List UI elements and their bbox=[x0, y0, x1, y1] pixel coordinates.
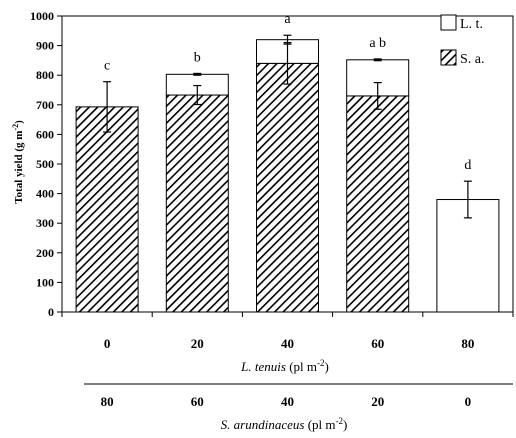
significance-letter: c bbox=[104, 59, 110, 74]
x-tick-label: 40 bbox=[281, 336, 294, 351]
legend-label-lt: L. t. bbox=[460, 17, 483, 32]
y-tick-label: 700 bbox=[36, 98, 54, 112]
significance-letter: b bbox=[194, 50, 201, 65]
x2-tick-label: 60 bbox=[191, 394, 204, 409]
bar-sa-0 bbox=[75, 106, 139, 313]
x-tick-label: 60 bbox=[371, 336, 384, 351]
x2-tick-label: 40 bbox=[281, 394, 294, 409]
x-tick-label: 80 bbox=[461, 336, 474, 351]
x-tick-label: 0 bbox=[104, 336, 111, 351]
bar-sa-60 bbox=[346, 95, 410, 313]
y-axis-title: Total yield (g m-2) bbox=[11, 120, 25, 204]
x-axis-title: L. tenuis (pl m-2) bbox=[240, 358, 329, 374]
significance-letter: d bbox=[464, 158, 471, 173]
legend-swatch-sa bbox=[440, 49, 457, 66]
y-tick-label: 100 bbox=[36, 275, 54, 289]
y-tick-label: 500 bbox=[36, 157, 54, 171]
secondary-axis-title: S. arundinaceus (pl m-2) bbox=[221, 416, 348, 432]
y-tick-label: 0 bbox=[48, 305, 54, 319]
y-tick-label: 300 bbox=[36, 216, 54, 230]
bar-sa-40 bbox=[256, 62, 319, 313]
x-tick-label: 20 bbox=[191, 336, 204, 351]
legend-swatch-lt bbox=[440, 14, 457, 31]
significance-letter: a b bbox=[369, 36, 386, 51]
y-tick-label: 400 bbox=[36, 187, 54, 201]
legend-label-sa: S. a. bbox=[460, 52, 485, 67]
bar-sa-20 bbox=[165, 94, 229, 313]
x2-tick-label: 0 bbox=[465, 394, 472, 409]
legend: L. t. S. a. bbox=[440, 14, 485, 67]
y-tick-label: 800 bbox=[36, 68, 54, 82]
labels: 01002003004005006007008009001000c080b206… bbox=[30, 9, 474, 409]
significance-letter: a bbox=[284, 12, 291, 27]
y-tick-label: 600 bbox=[36, 127, 54, 141]
x2-tick-label: 80 bbox=[101, 394, 114, 409]
y-tick-label: 200 bbox=[36, 246, 54, 260]
y-tick-label: 900 bbox=[36, 39, 54, 53]
error-bars bbox=[103, 34, 472, 219]
x2-tick-label: 20 bbox=[371, 394, 384, 409]
y-tick-label: 1000 bbox=[30, 9, 54, 23]
axes bbox=[57, 15, 514, 317]
